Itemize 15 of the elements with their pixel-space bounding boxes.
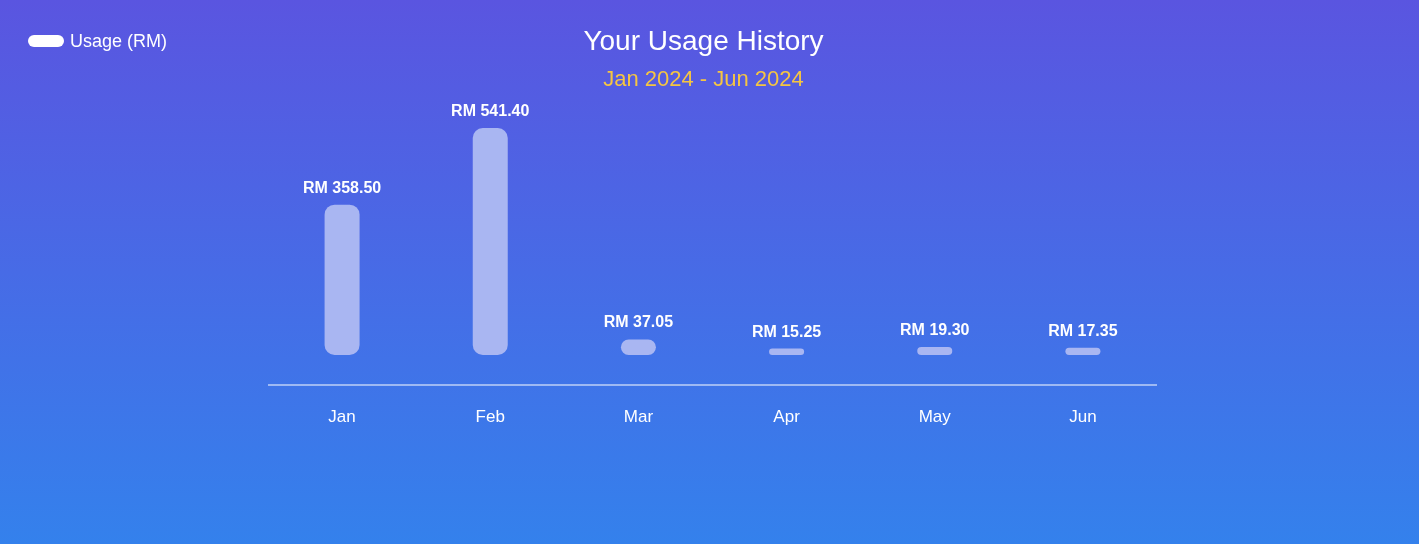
data-label: RM 17.35 [1048,321,1118,339]
chart-subtitle: Jan 2024 - Jun 2024 [603,66,804,91]
x-tick-label: May [918,407,952,426]
text: Usage (RM) [70,31,168,51]
data-label: RM 358.50 [302,178,382,196]
x-tick-label: Feb [475,407,505,426]
data-label: RM 541.40 [451,102,530,119]
x-tick-label: Mar [623,407,654,426]
chart-title: Your Usage History [583,25,824,56]
x-tick-label: Jan [328,407,356,426]
data-label: RM 15.25 [751,322,822,340]
x-tick-label: Apr [773,407,801,426]
data-label: RM 37.05 [603,313,674,331]
x-tick-label: Jun [1069,407,1097,426]
data-label: RM 19.30 [900,320,970,338]
